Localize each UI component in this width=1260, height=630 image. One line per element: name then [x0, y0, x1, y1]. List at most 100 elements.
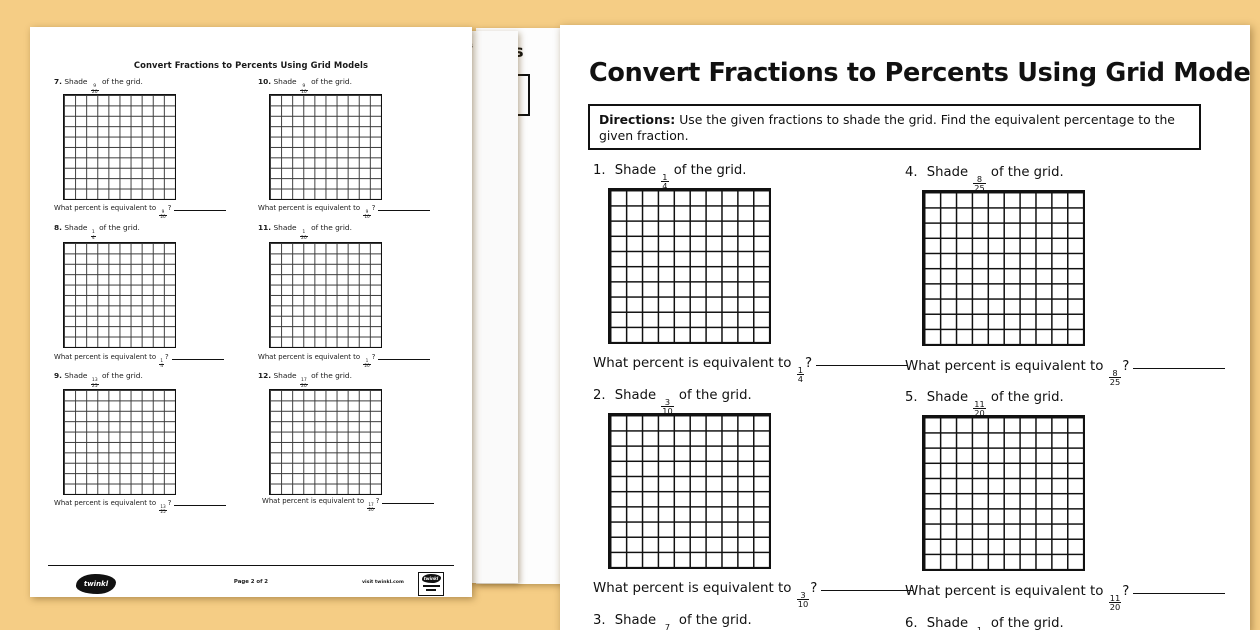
left-answer-line-11[interactable]: What percent is equivalent to 1 20? — [258, 353, 431, 370]
answer-blank[interactable] — [378, 359, 431, 360]
answer-prompt: What percent is equivalent to — [905, 584, 1104, 599]
answer-prompt: What percent is equivalent to — [54, 353, 157, 361]
grid-model-q2[interactable] — [608, 413, 771, 569]
answer-blank[interactable] — [174, 505, 227, 506]
answer-blank[interactable] — [174, 210, 227, 211]
question-4: 4. Shade 8 25 of the grid. — [905, 165, 1064, 192]
visit-website-label: visit twinkl.com — [362, 580, 404, 585]
answer-blank[interactable] — [171, 359, 224, 360]
fraction: 110 — [976, 624, 983, 630]
fraction: 17 20 — [299, 378, 308, 389]
answer-line-2[interactable]: What percent is equivalent to 3 10? — [593, 581, 914, 608]
fraction: 8 25 — [1108, 367, 1122, 387]
question-number: 3. — [593, 613, 606, 628]
question-number: 5. — [905, 390, 918, 405]
twinkl-logo: twinkl — [76, 574, 116, 594]
grid-model-q9[interactable] — [63, 389, 176, 495]
question-number: 7. — [54, 77, 62, 86]
answer-line-1[interactable]: What percent is equivalent to 1 4? — [593, 356, 909, 384]
fraction: 17 20 — [367, 502, 375, 514]
fraction: 11 20 — [1108, 592, 1122, 612]
answer-blank[interactable] — [382, 503, 435, 504]
answer-prompt: What percent is equivalent to — [258, 353, 361, 361]
answer-suffix: ? — [1122, 584, 1130, 599]
answer-prompt: What percent is equivalent to — [258, 204, 361, 212]
fraction: 9 10 — [363, 209, 371, 221]
page-title: Convert Fractions to Percents Using Grid… — [589, 58, 1250, 88]
left-answer-line-12[interactable]: What percent is equivalent to 17 20? — [262, 497, 435, 514]
answer-line-4[interactable]: What percent is equivalent to 8 25? — [905, 359, 1226, 387]
left-answer-line-7[interactable]: What percent is equivalent to 9 20? — [54, 204, 227, 220]
question-text: Shade — [614, 613, 657, 628]
question-number: 6. — [905, 616, 918, 630]
answer-blank[interactable] — [1133, 368, 1226, 369]
left-answer-line-10[interactable]: What percent is equivalent to 9 10? — [258, 204, 431, 221]
twinkl-logo-label: twinkl — [83, 580, 109, 588]
question-tail: of the grid. — [990, 165, 1064, 180]
question-3: 3. Shade 720 of the grid. — [593, 613, 752, 630]
question-tail: of the grid. — [673, 163, 747, 178]
left-question-9: 9. Shade 13 25 of the grid. — [54, 371, 143, 389]
left-question-10: 10. Shade 9 10 of the grid. — [258, 77, 352, 95]
directions-label: Directions: — [599, 112, 676, 127]
question-text: Shade — [273, 223, 297, 232]
answer-prompt: What percent is equivalent to — [262, 497, 365, 505]
question-number: 12. — [258, 371, 272, 380]
question-tail: of the grid. — [311, 223, 352, 232]
question-tail: of the grid. — [102, 77, 143, 86]
question-tail: of the grid. — [99, 223, 140, 232]
grid-model-q12[interactable] — [269, 389, 382, 495]
fraction: 720 — [664, 621, 671, 630]
directions-text: Use the given fractions to shade the gri… — [599, 112, 1175, 143]
answer-blank[interactable] — [1133, 593, 1226, 594]
question-text: Shade — [273, 77, 297, 86]
fraction: 11 20 — [973, 398, 986, 418]
answer-suffix: ? — [1122, 359, 1130, 374]
grid-model-q4[interactable] — [922, 190, 1085, 346]
twinkl-badge-icon: twinkl — [418, 572, 444, 596]
grid-model-q5[interactable] — [922, 415, 1085, 571]
question-number: 4. — [905, 165, 918, 180]
left-question-7: 7. Shade 9 20 of the grid. — [54, 77, 143, 95]
question-number: 8. — [54, 223, 62, 232]
page-number-label: Page 2 of 2 — [233, 579, 269, 585]
answer-blank[interactable] — [378, 210, 431, 211]
question-2: 2. Shade 3 10 of the grid. — [593, 388, 752, 415]
question-number: 1. — [593, 163, 606, 178]
question-tail: of the grid. — [102, 371, 143, 380]
question-tail: of the grid. — [678, 613, 752, 628]
grid-model-q8[interactable] — [63, 242, 176, 348]
question-number: 2. — [593, 388, 606, 403]
worksheet-page-one[interactable]: Convert Fractions to Percents Using Grid… — [560, 25, 1250, 630]
answer-line-5[interactable]: What percent is equivalent to 11 20? — [905, 584, 1226, 612]
answer-blank[interactable] — [816, 365, 909, 366]
question-tail: of the grid. — [990, 390, 1064, 405]
fraction: 1 20 — [363, 358, 371, 370]
fraction: 8 25 — [973, 173, 986, 193]
fraction: 1 20 — [299, 230, 308, 241]
question-text: Shade — [64, 371, 88, 380]
fraction: 9 20 — [90, 84, 99, 95]
answer-blank[interactable] — [821, 590, 914, 591]
question-text: Shade — [64, 223, 88, 232]
grid-model-q1[interactable] — [608, 188, 771, 344]
worksheet-page-two[interactable]: Convert Fractions to Percents Using Grid… — [30, 27, 472, 597]
left-answer-line-9[interactable]: What percent is equivalent to 13 25? — [54, 499, 227, 515]
left-page-header-title: Convert Fractions to Percents Using Grid… — [133, 60, 369, 70]
grid-model-q11[interactable] — [269, 242, 382, 348]
answer-suffix: ? — [810, 581, 818, 596]
grid-model-q7[interactable] — [63, 94, 176, 200]
question-tail: of the grid. — [990, 616, 1064, 630]
grid-model-q10[interactable] — [269, 94, 382, 200]
question-6: 6. Shade 110 of the grid. — [905, 616, 1064, 630]
fraction: 9 10 — [299, 84, 308, 95]
question-text: Shade — [926, 390, 969, 405]
question-text: Shade — [273, 371, 297, 380]
question-number: 9. — [54, 371, 62, 380]
left-answer-line-8[interactable]: What percent is equivalent to 1 4? — [54, 353, 224, 369]
